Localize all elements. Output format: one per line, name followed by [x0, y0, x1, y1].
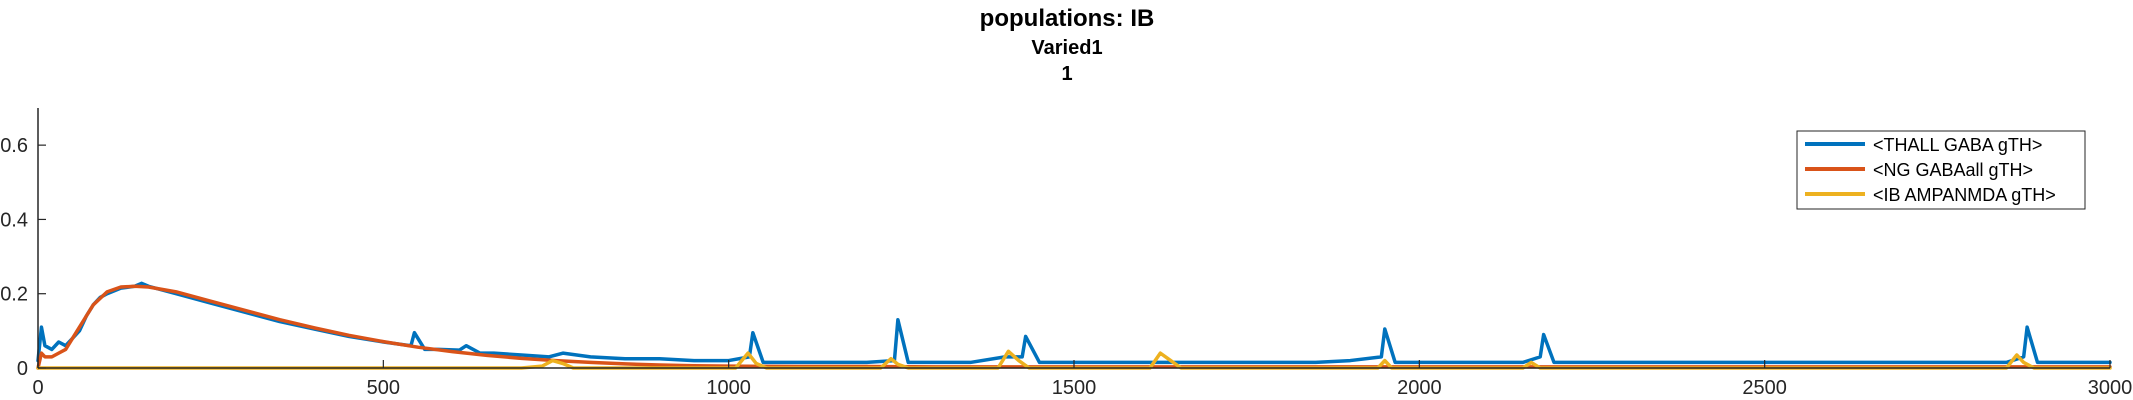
ticks: 0 500 1000 1500 2000 2500 3000 0 0.2 0.4 0.6: [0, 135, 2132, 399]
y-tick-label: 0.6: [0, 135, 28, 157]
legend-label-3: <IB AMPANMDA gTH>: [1873, 185, 2056, 205]
plot-area: [36, 281, 2112, 370]
x-tick-label: 500: [367, 377, 400, 399]
chart-subtitle-2: 1: [1061, 63, 1072, 85]
x-tick-label: 0: [32, 377, 43, 399]
y-tick-label: 0: [17, 358, 28, 380]
y-tick-label: 0.4: [0, 209, 28, 231]
series-line-2: [36, 284, 2112, 370]
series-line-1: [36, 281, 2112, 365]
x-tick-label: 3000: [2088, 377, 2133, 399]
chart-subtitle-1: Varied1: [1031, 37, 1102, 59]
x-tick-label: 2500: [1742, 377, 1787, 399]
chart-title: populations: IB: [980, 5, 1155, 32]
y-tick-label: 0.2: [0, 284, 28, 306]
legend-label-1: <THALL GABA gTH>: [1873, 135, 2042, 155]
x-tick-label: 1000: [706, 377, 751, 399]
x-tick-label: 1500: [1052, 377, 1097, 399]
x-tick-label: 2000: [1397, 377, 1442, 399]
legend-label-2: <NG GABAall gTH>: [1873, 160, 2033, 180]
legend: <THALL GABA gTH> <NG GABAall gTH> <IB AM…: [1796, 130, 2086, 210]
